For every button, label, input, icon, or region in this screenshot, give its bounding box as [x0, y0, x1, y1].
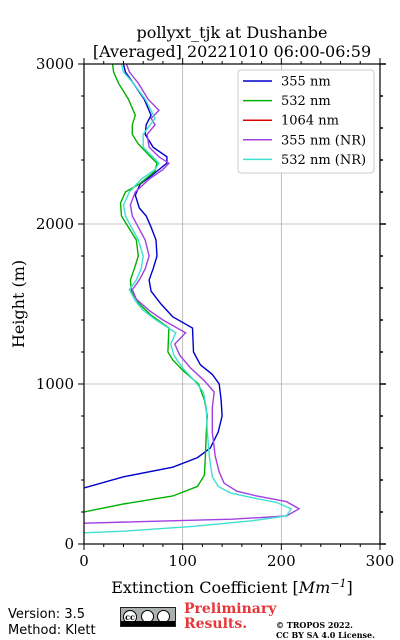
series-line-3	[84, 64, 301, 524]
copyright-note: © TROPOS 2022. CC BY SA 4.0 License.	[276, 620, 375, 640]
cc-badge-strip	[121, 621, 175, 626]
chart-title-line1: pollyxt_tjk at Dushanbe	[136, 23, 327, 42]
series-line-0	[84, 64, 223, 489]
legend-label-0: 355 nm	[281, 75, 331, 90]
series-lines	[84, 64, 301, 534]
series-line-4	[84, 64, 293, 534]
legend-label-4: 532 nm (NR)	[281, 153, 366, 168]
preliminary-results-note: Preliminary Results.	[184, 602, 276, 632]
x-tick-label: 300	[366, 552, 395, 570]
y-axis-label: Height (m)	[9, 260, 28, 348]
y-tick-label: 2000	[36, 215, 74, 233]
x-tick-label: 200	[267, 552, 296, 570]
series-line-1	[84, 64, 209, 513]
plot-frame	[83, 63, 381, 545]
y-tick-label: 3000	[36, 55, 74, 73]
copyright-line2: CC BY SA 4.0 License.	[276, 630, 375, 640]
preliminary-line1: Preliminary	[184, 601, 277, 617]
x-axis-label: Extinction Coefficient [Mm−1]	[111, 577, 353, 597]
version-text: Version: 3.5	[8, 607, 85, 622]
legend-label-2: 1064 nm	[281, 114, 339, 129]
x-tick-label: 0	[79, 552, 89, 570]
chart-title-line2: [Averaged] 20221010 06:00-06:59	[93, 42, 371, 61]
y-tick-label: 0	[64, 535, 74, 553]
legend-label-3: 355 nm (NR)	[281, 133, 366, 148]
legend-label-1: 532 nm	[281, 94, 331, 109]
cc-license-badge: cc	[120, 607, 176, 627]
legend-box	[237, 69, 375, 174]
method-text: Method: Klett	[8, 623, 96, 638]
copyright-line1: © TROPOS 2022.	[276, 620, 353, 630]
chart-legend: 355 nm 532 nm 1064 nm 355 nm (NR) 532 nm (NR…	[237, 69, 375, 174]
preliminary-line2: Results.	[184, 616, 248, 632]
y-tick-label: 1000	[36, 375, 74, 393]
x-tick-label: 100	[168, 552, 197, 570]
